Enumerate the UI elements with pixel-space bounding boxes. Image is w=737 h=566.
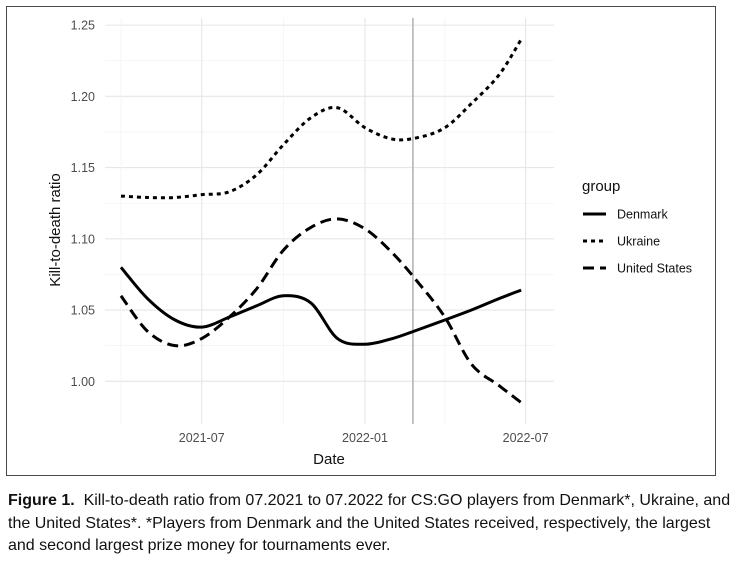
legend-label-denmark: Denmark — [617, 208, 668, 222]
y-tick-label: 1.20 — [71, 90, 95, 104]
series-line-united-states — [119, 217, 523, 404]
line-chart: 1.001.051.101.151.201.25 2021-07 2022-01 2… — [47, 18, 692, 468]
legend-label-ukraine: Ukraine — [617, 235, 660, 249]
x-axis-title: Date — [313, 451, 345, 468]
legend: group Denmark Ukraine United States — [582, 178, 692, 276]
x-tick-label: 2022-07 — [503, 431, 549, 445]
figure-caption-text: Kill-to-death ratio from 07.2021 to 07.2… — [8, 492, 731, 554]
x-tick-label: 2022-01 — [342, 431, 388, 445]
series-line-denmark — [119, 266, 522, 346]
figure-label: Figure 1. — [8, 492, 75, 509]
legend-label-united-states: United States — [617, 262, 692, 276]
x-tick-labels: 2021-07 2022-01 2022-07 — [179, 431, 549, 445]
series-line-ukraine — [120, 38, 523, 200]
y-tick-label: 1.25 — [71, 19, 95, 33]
figure-caption: Figure 1. Kill-to-death ratio from 07.20… — [8, 490, 732, 558]
x-tick-label: 2021-07 — [179, 431, 225, 445]
figure-frame — [6, 6, 716, 476]
y-tick-label: 1.10 — [71, 232, 95, 246]
y-axis-title: Kill-to-death ratio — [47, 173, 64, 286]
legend-title: group — [582, 178, 620, 195]
gridlines — [105, 18, 554, 424]
y-tick-label: 1.15 — [71, 161, 95, 175]
y-tick-label: 1.00 — [71, 375, 95, 389]
y-tick-label: 1.05 — [71, 304, 95, 318]
series-group — [119, 38, 523, 404]
y-tick-labels: 1.00 1.05 1.10 1.15 1.20 1.25 — [71, 19, 95, 389]
